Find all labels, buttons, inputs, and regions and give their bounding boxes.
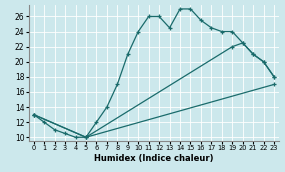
X-axis label: Humidex (Indice chaleur): Humidex (Indice chaleur) <box>94 154 214 163</box>
